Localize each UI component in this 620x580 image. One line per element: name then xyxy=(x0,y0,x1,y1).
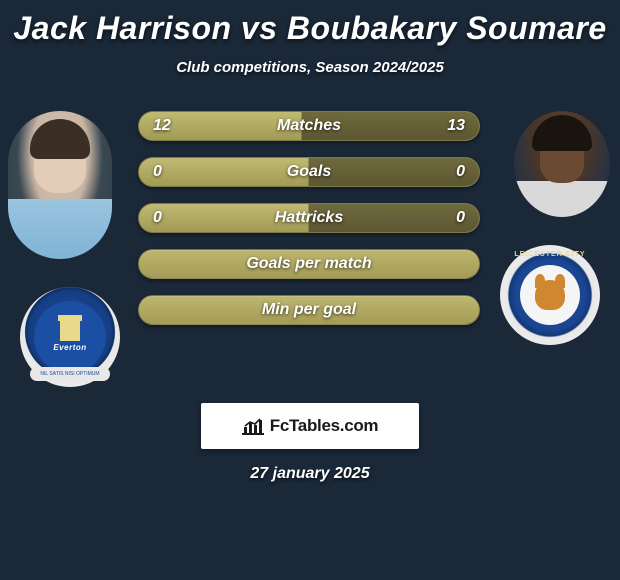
stat-right-value: 13 xyxy=(447,117,465,135)
stat-label: Goals xyxy=(287,163,331,181)
page-title: Jack Harrison vs Boubakary Soumare xyxy=(0,0,620,47)
player-left-avatar xyxy=(8,111,112,259)
chart-icon xyxy=(242,417,264,435)
subtitle: Club competitions, Season 2024/2025 xyxy=(0,59,620,76)
brand-text: FcTables.com xyxy=(270,416,379,436)
stat-row-goals: 0 Goals 0 xyxy=(138,157,480,187)
stat-left-value: 0 xyxy=(153,209,162,227)
brand-badge: FcTables.com xyxy=(201,403,419,449)
club-left-badge: Everton NIL SATIS NISI OPTIMUM xyxy=(20,287,120,387)
stats-bars: 12 Matches 13 0 Goals 0 0 Hattricks 0 Go… xyxy=(138,111,480,341)
stat-row-hattricks: 0 Hattricks 0 xyxy=(138,203,480,233)
stat-label: Goals per match xyxy=(246,255,371,273)
club-right-ring: LEICESTER CITY xyxy=(514,251,585,258)
stat-left-value: 0 xyxy=(153,163,162,181)
stat-left-value: 12 xyxy=(153,117,171,135)
stat-row-matches: 12 Matches 13 xyxy=(138,111,480,141)
comparison-panel: Everton NIL SATIS NISI OPTIMUM LEICESTER… xyxy=(0,111,620,371)
stat-row-min-per-goal: Min per goal xyxy=(138,295,480,325)
stat-right-value: 0 xyxy=(456,209,465,227)
stat-label: Min per goal xyxy=(262,301,356,319)
player-right-avatar xyxy=(514,111,610,217)
stat-right-value: 0 xyxy=(456,163,465,181)
stat-row-goals-per-match: Goals per match xyxy=(138,249,480,279)
date-label: 27 january 2025 xyxy=(0,465,620,483)
stat-label: Matches xyxy=(277,117,341,135)
stat-label: Hattricks xyxy=(275,209,343,227)
club-right-badge: LEICESTER CITY xyxy=(500,245,600,345)
club-left-name: Everton xyxy=(53,343,86,352)
club-left-motto: NIL SATIS NISI OPTIMUM xyxy=(30,367,110,381)
